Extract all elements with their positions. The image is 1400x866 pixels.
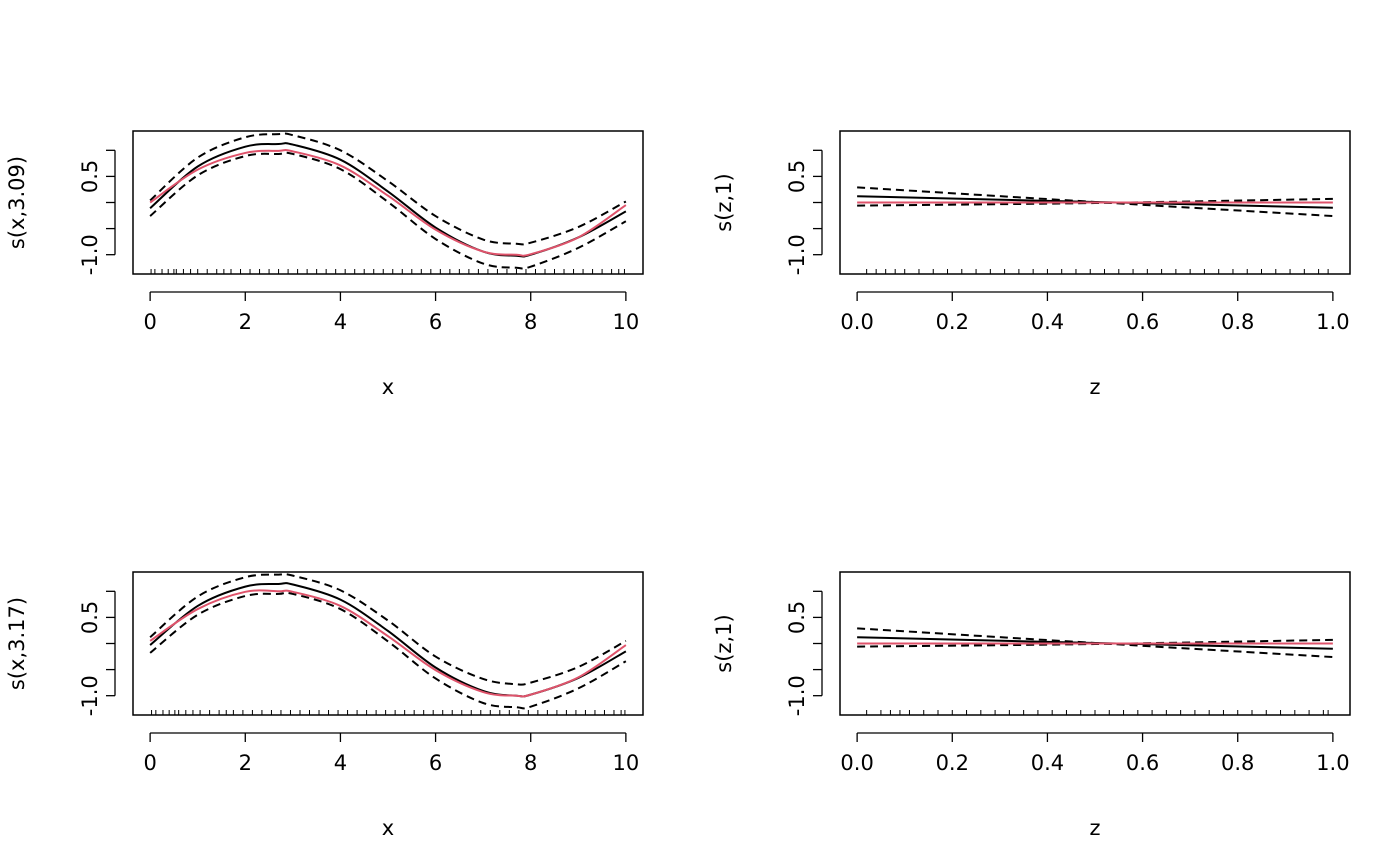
- x-axis-title: z: [1089, 375, 1100, 399]
- y-tick-label: -1.0: [78, 234, 102, 275]
- x-tick-label: 0.8: [1221, 751, 1254, 775]
- y-axis-title: s(z,1): [712, 173, 736, 231]
- x-tick-label: 10: [613, 310, 640, 334]
- x-tick-label: 10: [613, 751, 640, 775]
- y-axis-title: s(z,1): [712, 614, 736, 672]
- y-tick-label: 0.5: [785, 160, 809, 193]
- plot-frame: [132, 571, 644, 716]
- x-tick-label: 6: [429, 310, 442, 334]
- plot-frame: [839, 130, 1351, 275]
- plot-frame: [132, 130, 644, 275]
- plot-panel-4: 0.0 0.2 0.4 0.6 0.8 1.0 -1.0 0.5 z s(z,1): [712, 571, 1351, 840]
- x-tick-label: 0.8: [1221, 310, 1254, 334]
- x-tick-label: 0: [143, 310, 156, 334]
- x-tick-label: 0.6: [1126, 751, 1159, 775]
- plot-area: [149, 132, 627, 274]
- x-tick-label: 0.0: [840, 310, 873, 334]
- y-tick-label: 0.5: [785, 601, 809, 634]
- x-tick-label: 0.0: [840, 751, 873, 775]
- confidence-band-curve: [149, 591, 627, 710]
- confidence-band-curve: [149, 132, 627, 246]
- plot-area: [149, 573, 627, 715]
- x-axis-title: x: [382, 816, 394, 840]
- y-tick-label: -1.0: [78, 675, 102, 716]
- plot-panel-2: 0.0 0.2 0.4 0.6 0.8 1.0 -1.0 0.5 z s(z,1): [712, 130, 1351, 399]
- x-tick-label: 4: [334, 751, 347, 775]
- x-tick-label: 2: [239, 751, 252, 775]
- x-tick-label: 6: [429, 751, 442, 775]
- y-tick-label: 0.5: [78, 160, 102, 193]
- x-tick-label: 0.6: [1126, 310, 1159, 334]
- y-tick-label: 0.5: [78, 601, 102, 634]
- plot-area: [857, 186, 1333, 274]
- x-tick-label: 1.0: [1316, 751, 1349, 775]
- x-tick-label: 0.4: [1031, 310, 1064, 334]
- x-tick-label: 8: [524, 751, 537, 775]
- x-tick-label: 1.0: [1316, 310, 1349, 334]
- true-function-curve: [149, 149, 627, 257]
- x-tick-label: 2: [239, 310, 252, 334]
- smooth-estimate-curve: [149, 582, 627, 698]
- y-tick-label: -1.0: [785, 234, 809, 275]
- x-tick-label: 0.2: [936, 751, 969, 775]
- x-axis-title: z: [1089, 816, 1100, 840]
- y-tick-label: -1.0: [785, 675, 809, 716]
- x-tick-label: 0.2: [936, 310, 969, 334]
- x-axis-title: x: [382, 375, 394, 399]
- y-axis-title: s(x,3.17): [5, 597, 29, 690]
- true-function-curve: [149, 589, 627, 698]
- plot-panel-1: 0 2 4 6 8 10 -1.0 0.5 x s(x,3.09): [5, 130, 644, 399]
- y-axis-title: s(x,3.09): [5, 156, 29, 249]
- x-tick-label: 4: [334, 310, 347, 334]
- confidence-band-curve: [149, 573, 627, 686]
- plot-panel-3: 0 2 4 6 8 10 -1.0 0.5 x s(x,3.17): [5, 571, 644, 840]
- confidence-band-curve: [149, 151, 627, 270]
- x-tick-label: 0.4: [1031, 751, 1064, 775]
- plot-area: [857, 627, 1333, 715]
- x-tick-label: 0: [143, 751, 156, 775]
- x-tick-label: 8: [524, 310, 537, 334]
